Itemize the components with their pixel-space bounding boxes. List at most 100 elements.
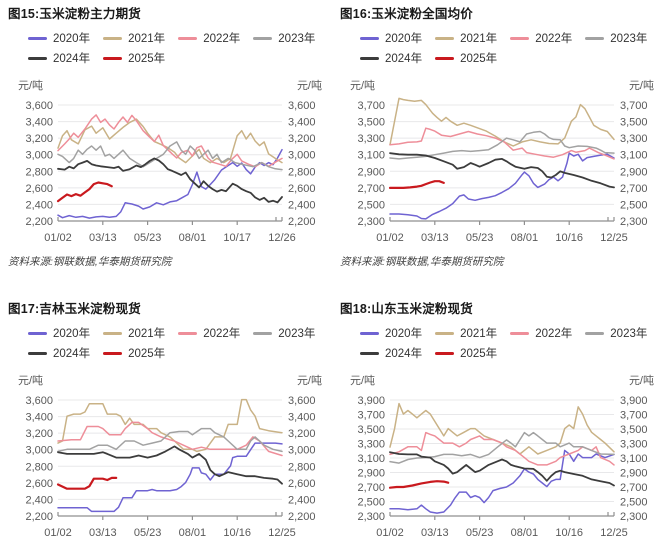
x-axis-tick-label: 08/01 — [179, 232, 207, 244]
legend-item-2024[interactable]: 2024年 — [360, 345, 422, 361]
figure-title-17: 图17:吉林玉米淀粉现货 — [8, 302, 141, 316]
y-axis-tick-left: 2,800 — [25, 461, 53, 473]
futures-price-chart: 2,200 2,200 2,400 2,400 2,600 2,600 2,800 2,800… — [25, 100, 316, 244]
legend-row: 2020年 2021年 2022年 2023年 — [28, 323, 328, 343]
legend-swatch-2025 — [435, 351, 455, 355]
series-line-2025 — [56, 181, 113, 203]
x-axis-tick-label: 03/13 — [89, 232, 117, 244]
unit-label-left: 元/吨 — [350, 375, 376, 387]
x-axis-tick-label: 10/16 — [555, 232, 583, 244]
legend-item-2025[interactable]: 2025年 — [435, 345, 497, 361]
legend-label-2024: 2024年 — [385, 348, 423, 360]
legend-label-2023: 2023年 — [610, 328, 648, 340]
series-line-2023 — [57, 427, 283, 453]
figure-cell-18: 图18:山东玉米淀粉现货 2020年 2021年 2022年 2023年 2024年 20… — [332, 295, 664, 547]
legend-row: 2024年 2025年 — [360, 48, 660, 68]
x-axis-tick-label: 05/23 — [134, 527, 162, 539]
series-line-2020 — [57, 442, 283, 513]
y-axis-tick-right: 3,700 — [620, 100, 648, 112]
x-axis-tick-label: 05/23 — [466, 527, 494, 539]
series-line-2022 — [57, 421, 283, 457]
y-axis-tick-left: 3,400 — [25, 412, 53, 424]
x-axis-tick-label: 05/23 — [466, 232, 494, 244]
legend-swatch-2024 — [360, 56, 379, 60]
legend-item-2021[interactable]: 2021年 — [435, 30, 497, 46]
series-line-2024 — [57, 157, 283, 204]
legend-swatch-2020 — [28, 36, 47, 40]
y-axis-tick-left: 2,400 — [25, 199, 53, 211]
y-axis-tick-left: 2,300 — [357, 511, 385, 523]
x-axis-tick-label: 05/23 — [134, 232, 162, 244]
jilin-spot-price-chart: 2,200 2,200 2,400 2,400 2,600 2,600 2,800 2,800… — [25, 395, 316, 539]
legend-row: 2024年 2025年 — [360, 343, 660, 363]
y-axis-tick-right: 2,500 — [620, 497, 648, 509]
x-axis-tick-label: 03/13 — [421, 232, 449, 244]
x-axis-tick-label: 08/01 — [179, 527, 207, 539]
series-line-2024 — [389, 451, 615, 487]
x-axis-tick-label: 10/16 — [223, 527, 251, 539]
legend-item-2024[interactable]: 2024年 — [28, 50, 90, 66]
y-axis-tick-right: 2,400 — [288, 494, 316, 506]
unit-label-left: 元/吨 — [18, 80, 44, 92]
y-axis-tick-left: 3,300 — [357, 439, 385, 451]
legend-item-2023[interactable]: 2023年 — [585, 325, 647, 341]
y-axis-tick-right: 3,300 — [620, 439, 648, 451]
legend-item-2024[interactable]: 2024年 — [28, 345, 90, 361]
y-axis-tick-left: 2,700 — [357, 183, 385, 195]
y-axis-tick-left: 3,000 — [25, 445, 53, 457]
legend-item-2020[interactable]: 2020年 — [28, 325, 90, 341]
x-axis-tick-label: 08/01 — [511, 527, 539, 539]
legend-item-2022[interactable]: 2022年 — [510, 325, 572, 341]
series-line-2020 — [57, 148, 283, 219]
legend-label-2025: 2025年 — [460, 53, 498, 65]
y-axis-tick-right: 2,500 — [620, 199, 648, 211]
y-axis-tick-right: 3,300 — [620, 133, 648, 145]
legend-swatch-2024 — [360, 351, 379, 355]
legend-swatch-2023 — [585, 331, 605, 335]
legend-item-2021[interactable]: 2021年 — [435, 325, 497, 341]
legend-swatch-2025 — [103, 351, 123, 355]
y-axis-tick-right: 2,700 — [620, 482, 648, 494]
y-axis-tick-right: 3,200 — [288, 133, 316, 145]
legend-swatch-2020 — [28, 331, 47, 335]
legend-item-2020[interactable]: 2020年 — [360, 325, 422, 341]
y-axis-tick-left: 3,700 — [357, 410, 385, 422]
legend-item-2021[interactable]: 2021年 — [103, 325, 165, 341]
legend-item-2023[interactable]: 2023年 — [253, 30, 315, 46]
legend-row: 2024年 2025年 — [28, 48, 328, 68]
legend-item-2022[interactable]: 2022年 — [510, 30, 572, 46]
legend-item-2021[interactable]: 2021年 — [103, 30, 165, 46]
y-axis-tick-left: 3,100 — [357, 453, 385, 465]
legend-item-2025[interactable]: 2025年 — [103, 50, 165, 66]
y-axis-tick-left: 2,800 — [25, 166, 53, 178]
legend-item-2020[interactable]: 2020年 — [28, 30, 90, 46]
legend-label-2020: 2020年 — [385, 328, 423, 340]
series-line-2023 — [57, 141, 283, 171]
legend-item-2023[interactable]: 2023年 — [253, 325, 315, 341]
y-axis-tick-right: 3,500 — [620, 117, 648, 129]
y-axis-tick-left: 2,600 — [25, 183, 53, 195]
legend-item-2022[interactable]: 2022年 — [178, 325, 240, 341]
y-axis-tick-left: 2,400 — [25, 494, 53, 506]
legend-label-2022: 2022年 — [203, 33, 241, 45]
legend-item-2020[interactable]: 2020年 — [360, 30, 422, 46]
legend-item-2022[interactable]: 2022年 — [178, 30, 240, 46]
legend-item-2023[interactable]: 2023年 — [585, 30, 647, 46]
y-axis-tick-left: 2,600 — [25, 478, 53, 490]
x-axis-tick-label: 03/13 — [421, 527, 449, 539]
figure-cell-17: 图17:吉林玉米淀粉现货 2020年 2021年 2022年 2023年 2024年 20… — [0, 295, 332, 547]
legend-item-2024[interactable]: 2024年 — [360, 50, 422, 66]
unit-label-right: 元/吨 — [296, 375, 322, 387]
figure-title-18: 图18:山东玉米淀粉现货 — [340, 302, 473, 316]
series-line-2023 — [389, 130, 615, 160]
x-axis-tick-label: 01/02 — [44, 232, 72, 244]
unit-row-18: 元/吨 元/吨 — [350, 372, 654, 388]
legend-item-2025[interactable]: 2025年 — [435, 50, 497, 66]
y-axis-tick-left: 2,200 — [25, 216, 53, 228]
series-line-2025 — [388, 480, 450, 489]
source-note-15: 资料来源:钢联数据,华泰期货研究院 — [8, 256, 172, 268]
y-axis-tick-right: 3,700 — [620, 410, 648, 422]
figure-cell-16: 图16:玉米淀粉全国均价 2020年 2021年 2022年 2023年 2024年 20… — [332, 0, 664, 295]
legend-item-2025[interactable]: 2025年 — [103, 345, 165, 361]
y-axis-tick-right: 2,200 — [288, 216, 316, 228]
